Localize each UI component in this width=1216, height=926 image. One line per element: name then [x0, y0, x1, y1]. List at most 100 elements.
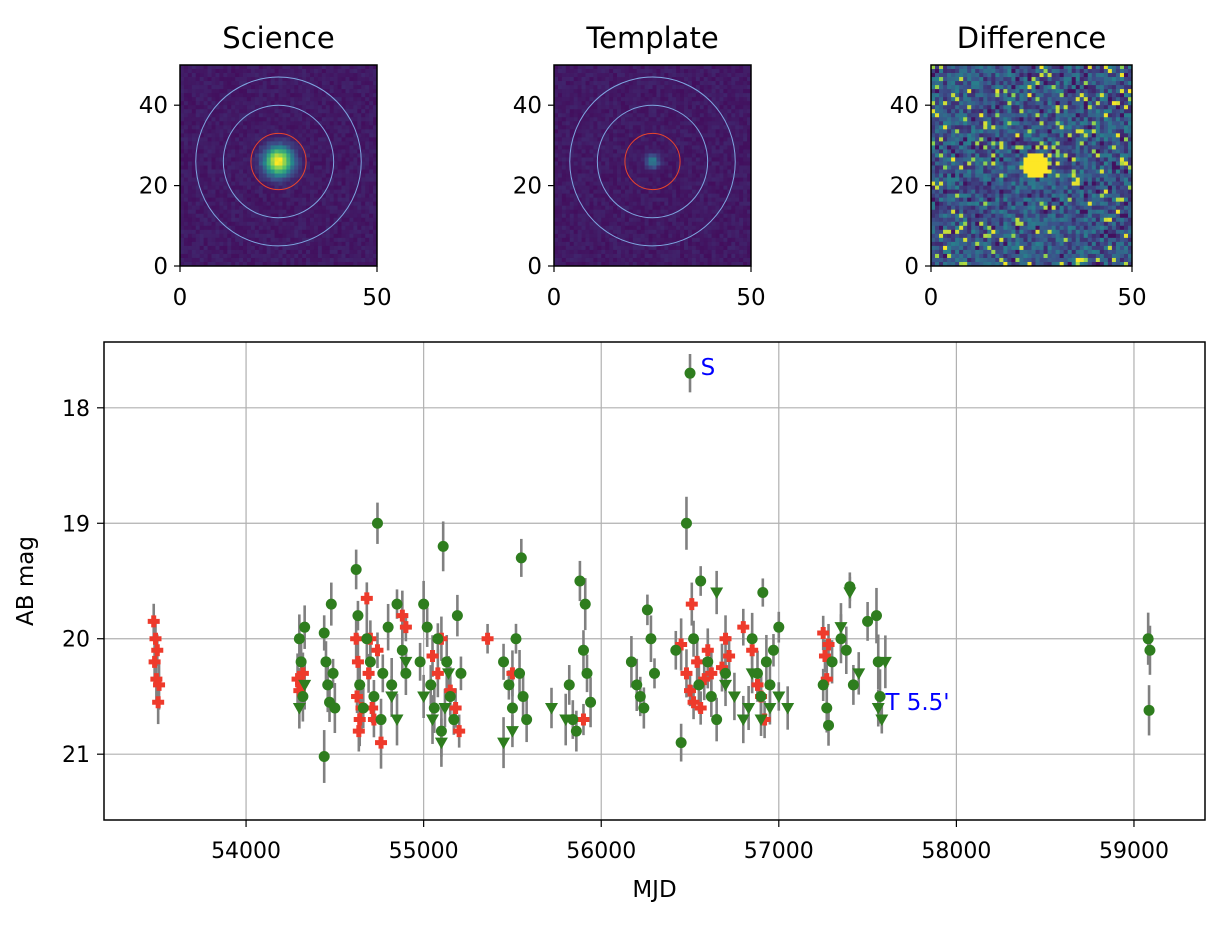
- x-tick-label: 0: [924, 285, 939, 311]
- data-point-plus: [746, 644, 759, 657]
- x-tick-label: 55000: [389, 839, 459, 864]
- data-point-circle: [396, 644, 408, 656]
- data-point-triangle: [438, 703, 452, 715]
- data-point-circle: [514, 667, 526, 679]
- data-point-circle: [293, 633, 305, 645]
- data-point-circle: [295, 656, 307, 668]
- data-point-plus: [685, 598, 698, 611]
- panel-frame: [179, 64, 378, 267]
- data-point-triangle: [417, 691, 431, 703]
- panel-title: Template: [585, 21, 718, 55]
- data-point-triangle: [742, 703, 756, 715]
- markers: [147, 367, 1156, 762]
- data-point-circle: [327, 667, 339, 679]
- data-point-circle: [418, 598, 430, 610]
- panel-title: Difference: [957, 21, 1107, 55]
- data-point-triangle: [434, 737, 448, 750]
- data-point-circle: [773, 621, 785, 633]
- data-point-circle: [579, 598, 591, 610]
- data-point-circle: [767, 644, 779, 656]
- data-point-circle: [437, 540, 449, 552]
- plot-area: [104, 342, 1205, 820]
- data-point-plus: [362, 667, 375, 680]
- data-point-circle: [1144, 644, 1156, 656]
- data-point-circle: [352, 610, 364, 622]
- data-point-circle: [1142, 633, 1154, 645]
- image-panel-difference: Difference 0 50 0 20 40: [890, 21, 1147, 311]
- data-point-triangle: [834, 622, 848, 634]
- data-point-circle: [684, 367, 696, 379]
- data-point-circle: [455, 667, 467, 679]
- data-point-plus: [149, 632, 162, 645]
- data-point-circle: [350, 563, 362, 575]
- data-point-circle: [428, 702, 440, 714]
- data-point-circle: [325, 598, 337, 610]
- data-point-circle: [862, 615, 874, 627]
- y-tick-label: 40: [513, 93, 542, 119]
- panel-frame: [553, 64, 752, 267]
- series-triangle-down: [292, 587, 892, 750]
- data-point-circle: [840, 644, 852, 656]
- data-point-circle: [515, 552, 527, 564]
- data-point-circle: [297, 690, 309, 702]
- y-tick-label: 19: [62, 512, 90, 537]
- data-point-plus: [147, 615, 160, 628]
- data-point-plus: [822, 638, 835, 651]
- data-point-circle: [817, 679, 829, 691]
- data-point-circle: [382, 621, 394, 633]
- x-axis-label: MJD: [632, 877, 676, 903]
- data-point-plus: [687, 696, 700, 709]
- data-point-circle: [581, 667, 593, 679]
- data-point-circle: [521, 714, 533, 726]
- data-point-circle: [764, 679, 776, 691]
- data-point-circle: [675, 737, 687, 749]
- data-point-plus: [818, 650, 831, 663]
- data-point-circle: [631, 679, 643, 691]
- data-point-circle: [506, 702, 518, 714]
- aperture-circle: [569, 76, 736, 247]
- x-tick-label: 50: [736, 285, 765, 311]
- data-point-triangle: [772, 691, 786, 703]
- data-point-plus: [675, 638, 688, 651]
- data-point-circle: [641, 604, 653, 616]
- data-point-circle: [638, 702, 650, 714]
- data-point-circle: [705, 690, 717, 702]
- data-point-triangle: [754, 714, 768, 727]
- data-point-plus: [351, 655, 364, 668]
- image-pixels: [554, 65, 752, 267]
- data-point-triangle: [745, 668, 759, 680]
- data-point-plus: [698, 673, 711, 686]
- data-point-triangle: [390, 714, 404, 727]
- plot-frame: [103, 341, 1206, 821]
- aperture-circle: [250, 132, 307, 191]
- y-tick-label: 0: [527, 254, 542, 280]
- y-tick-label: 20: [62, 628, 90, 653]
- data-point-circle: [318, 750, 330, 762]
- data-point-triangle: [710, 587, 724, 600]
- data-point-circle: [835, 633, 847, 645]
- data-point-circle: [634, 690, 646, 702]
- data-point-plus: [426, 650, 439, 663]
- data-point-circle: [563, 679, 575, 691]
- data-point-circle: [375, 714, 387, 726]
- data-point-plus: [444, 684, 457, 697]
- data-point-triangle: [559, 714, 573, 727]
- image-panel-template: Template 0 50 0 20 40: [513, 21, 766, 311]
- x-tick-label: 56000: [566, 839, 636, 864]
- annotation-label: T 5.5': [884, 690, 949, 716]
- data-point-triangle: [878, 656, 892, 669]
- data-point-plus: [737, 621, 750, 634]
- data-point-triangle: [399, 656, 413, 669]
- y-tick-label: 40: [890, 93, 919, 119]
- data-point-circle: [510, 633, 522, 645]
- data-point-triangle: [719, 679, 733, 692]
- data-point-circle: [645, 633, 657, 645]
- y-tick-label: 21: [62, 743, 90, 768]
- data-point-circle: [299, 621, 311, 633]
- data-point-plus: [296, 667, 309, 680]
- grid: [104, 342, 1205, 820]
- data-point-circle: [377, 667, 389, 679]
- data-point-circle: [354, 679, 366, 691]
- data-point-circle: [498, 656, 510, 668]
- data-point-circle: [368, 690, 380, 702]
